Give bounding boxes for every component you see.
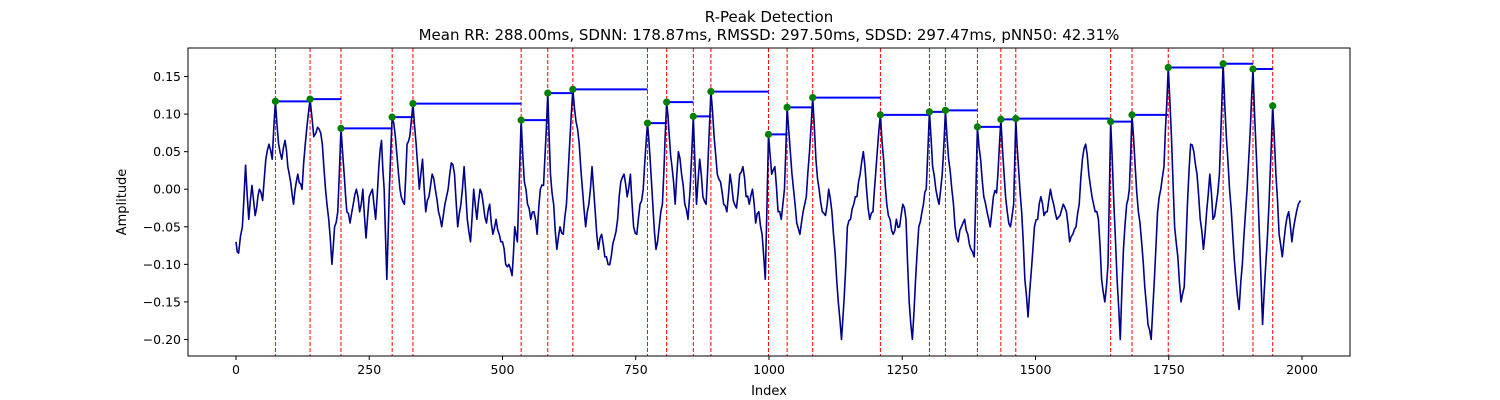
x-axis: 0 250 500 750 1000 1250 1500 1750 2000 [232, 356, 1318, 377]
peak-markers-group [271, 60, 1277, 138]
peak-marker-4 [409, 99, 417, 108]
y-tick-label-6: 0.10 [153, 107, 181, 122]
peak-marker-1 [306, 95, 314, 103]
peak-marker-16 [925, 108, 934, 116]
chart-title: R-Peak Detection [705, 8, 833, 26]
x-tick-label-4: 1000 [753, 362, 785, 377]
peak-marker-9 [663, 98, 671, 106]
peak-marker-15 [876, 111, 885, 119]
peak-marker-14 [809, 93, 817, 102]
y-tick-label-1: −0.15 [143, 294, 181, 309]
y-tick-label-0: −0.20 [143, 332, 181, 347]
x-tick-label-5: 1250 [886, 362, 918, 377]
peak-marker-13 [783, 103, 791, 111]
peak-marker-11 [707, 87, 715, 96]
peak-marker-2 [337, 124, 345, 132]
peak-marker-10 [689, 112, 697, 120]
y-axis: −0.20 −0.15 −0.10 −0.05 0.00 0.05 0.10 0.15 [143, 69, 188, 347]
peak-marker-8 [643, 119, 652, 127]
signal-line [235, 62, 1302, 341]
x-tick-label-3: 750 [624, 362, 648, 377]
peak-marker-18 [973, 123, 982, 131]
x-tick-label-6: 1500 [1020, 362, 1052, 377]
y-tick-label-4: 0.00 [153, 182, 181, 197]
peak-marker-24 [1219, 60, 1227, 68]
peak-marker-20 [1012, 115, 1020, 123]
x-tick-label-2: 500 [491, 362, 515, 377]
peak-marker-3 [388, 113, 396, 121]
y-axis-label: Amplitude [115, 169, 130, 236]
x-tick-label-7: 1750 [1153, 362, 1185, 377]
peak-marker-12 [764, 130, 773, 138]
peak-marker-7 [569, 85, 577, 93]
peak-marker-19 [997, 115, 1005, 123]
x-tick-label-8: 2000 [1286, 362, 1318, 377]
chart-subtitle: Mean RR: 288.00ms, SDNN: 178.87ms, RMSSD… [419, 26, 1120, 44]
peak-marker-0 [271, 97, 280, 105]
peak-marker-17 [941, 106, 950, 114]
signal-group [235, 62, 1302, 341]
peak-marker-6 [544, 89, 552, 97]
x-tick-label-0: 0 [232, 362, 240, 377]
peak-marker-5 [517, 116, 525, 124]
plot-frame [187, 47, 1351, 357]
y-tick-label-7: 0.15 [153, 69, 181, 84]
x-axis-label: Index [751, 384, 787, 399]
y-tick-label-5: 0.05 [153, 144, 181, 159]
peak-marker-21 [1107, 118, 1115, 126]
x-tick-label-1: 250 [357, 362, 381, 377]
peak-marker-22 [1128, 111, 1136, 119]
y-tick-label-3: −0.05 [143, 219, 181, 234]
y-tick-label-2: −0.10 [143, 257, 181, 272]
peak-marker-26 [1269, 102, 1277, 110]
peak-marker-23 [1164, 63, 1172, 72]
peak-marker-25 [1249, 65, 1257, 73]
